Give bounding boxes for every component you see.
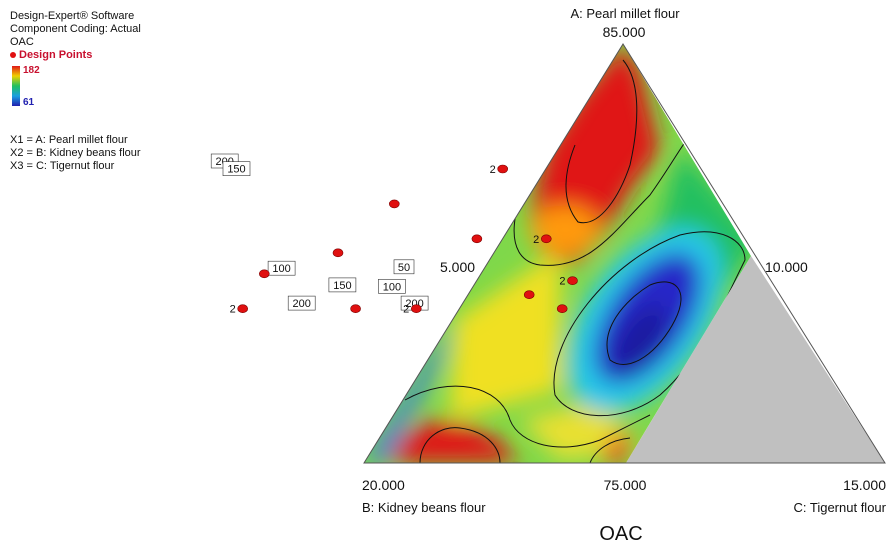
axis-labels: A: Pearl millet flour 85.000 5.000 10.00… bbox=[362, 6, 887, 545]
tick-left-mid: 5.000 bbox=[440, 259, 475, 275]
contour-label-box bbox=[222, 161, 251, 176]
design-points: 2 2 2 2 2 bbox=[230, 164, 578, 316]
design-point bbox=[567, 276, 578, 286]
scale-max-label: 182 bbox=[23, 65, 40, 76]
contour-50-center bbox=[606, 281, 682, 365]
contour-lines bbox=[404, 59, 746, 463]
design-point bbox=[332, 248, 344, 258]
contour-label-box bbox=[287, 295, 316, 311]
axis-label-b: B: Kidney beans flour bbox=[362, 500, 486, 515]
software-label: Design-Expert® Software bbox=[10, 10, 135, 22]
chart-title: OAC bbox=[599, 523, 642, 545]
scale-min-label: 61 bbox=[23, 97, 35, 108]
infeasible-region bbox=[626, 256, 885, 463]
design-point bbox=[523, 290, 535, 300]
contour-label-box bbox=[378, 278, 406, 294]
contour-label-text: 100 bbox=[383, 281, 401, 293]
region-blue-core bbox=[611, 305, 669, 375]
replicate-count: 2 bbox=[533, 234, 539, 246]
contour-labels: 20015010050100150200200 bbox=[210, 153, 429, 311]
design-points-label: Design Points bbox=[19, 49, 93, 61]
contour-label-150: 150 bbox=[328, 277, 357, 293]
design-point bbox=[237, 304, 248, 314]
design-point-icon bbox=[10, 52, 16, 59]
axis-label-c: C: Tigernut flour bbox=[794, 500, 887, 515]
contour-200-bottom-right bbox=[589, 437, 631, 463]
contour-label-100: 100 bbox=[378, 278, 406, 294]
tick-c-bottom-right: 15.000 bbox=[843, 477, 886, 493]
response-surface bbox=[363, 43, 886, 464]
x2-definition: X2 = B: Kidney beans flour bbox=[10, 147, 141, 159]
component-definitions: X1 = A: Pearl millet flour X2 = B: Kidne… bbox=[10, 134, 180, 173]
region-red-bottom-right bbox=[600, 430, 630, 463]
design-point bbox=[258, 269, 270, 279]
contour-200-bottom-left bbox=[419, 427, 501, 463]
contour-label-box bbox=[328, 277, 357, 293]
design-point bbox=[410, 304, 422, 314]
triangle-outline bbox=[363, 43, 886, 464]
design-point bbox=[350, 304, 361, 314]
contour-label-100: 100 bbox=[267, 260, 296, 276]
contour-label-50: 50 bbox=[393, 259, 415, 275]
x3-definition: X3 = C: Tigernut flour bbox=[10, 160, 115, 172]
axis-label-a: A: Pearl millet flour bbox=[570, 6, 680, 21]
replicate-count: 2 bbox=[230, 304, 236, 316]
replicate-count: 2 bbox=[559, 276, 565, 288]
tick-right-mid: 10.000 bbox=[765, 259, 808, 275]
coding-label: Component Coding: Actual bbox=[10, 23, 141, 35]
tick-a-top: 85.000 bbox=[603, 24, 646, 40]
contour-label-150: 150 bbox=[222, 161, 251, 176]
design-point bbox=[471, 234, 483, 244]
contour-label-text: 150 bbox=[227, 164, 245, 176]
contour-label-text: 200 bbox=[293, 298, 311, 310]
contour-label-text: 50 bbox=[398, 262, 410, 274]
chart-legend: Design-Expert® Software Component Coding… bbox=[10, 10, 180, 173]
color-scale: 182 61 bbox=[10, 64, 180, 110]
region-red-bottom bbox=[390, 420, 520, 463]
replicate-count: 2 bbox=[490, 164, 496, 176]
x1-definition: X1 = A: Pearl millet flour bbox=[10, 134, 128, 146]
contour-100-center bbox=[553, 231, 746, 417]
color-scale-bar bbox=[12, 66, 20, 106]
region-orange-top bbox=[530, 205, 600, 255]
contour-150-bottom bbox=[404, 385, 651, 448]
contour-label-text: 150 bbox=[333, 280, 351, 292]
contour-200-top bbox=[565, 59, 638, 224]
replicate-count: 2 bbox=[403, 304, 409, 316]
design-point bbox=[540, 234, 552, 244]
design-point bbox=[556, 304, 568, 314]
tick-bottom-mid: 75.000 bbox=[604, 477, 647, 493]
contour-label-200: 200 bbox=[287, 295, 316, 311]
tick-b-bottom-left: 20.000 bbox=[362, 477, 405, 493]
contour-label-box bbox=[393, 259, 415, 275]
design-point bbox=[497, 164, 509, 174]
response-label: OAC bbox=[10, 36, 34, 48]
design-points-legend: Design Points bbox=[10, 49, 180, 62]
contour-label-text: 100 bbox=[272, 263, 290, 275]
contour-label-box bbox=[267, 260, 296, 276]
design-point bbox=[388, 199, 400, 209]
